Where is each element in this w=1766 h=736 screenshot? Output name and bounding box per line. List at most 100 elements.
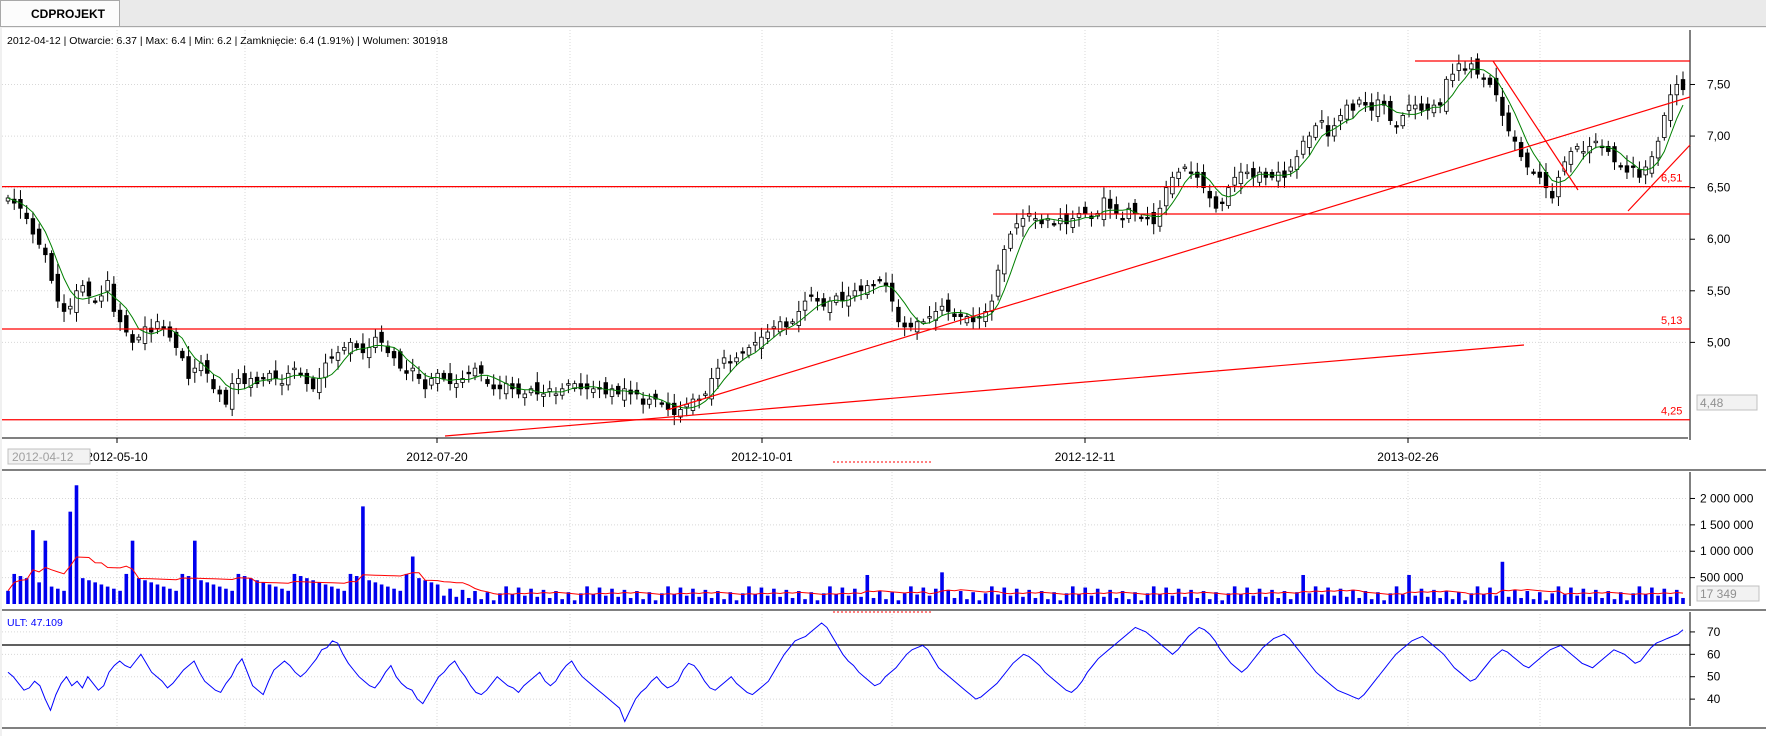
candle-body xyxy=(236,378,241,385)
volume-bar xyxy=(193,540,197,604)
candle-body xyxy=(846,295,851,307)
x-tick-label: 2012-12-11 xyxy=(1055,450,1116,464)
volume-bar xyxy=(716,591,720,604)
volume-bar xyxy=(1058,600,1063,604)
volume-bar xyxy=(174,590,178,604)
volume-bar xyxy=(790,597,795,604)
volume-bar xyxy=(286,590,291,604)
price-current-value: 4,48 xyxy=(1700,396,1724,410)
candle-body xyxy=(777,321,783,333)
volume-bar xyxy=(1388,593,1393,604)
candle-body xyxy=(703,393,708,396)
volume-bar xyxy=(535,596,540,604)
candle-body xyxy=(840,291,845,302)
candle-body xyxy=(784,321,789,328)
candle-body xyxy=(1624,165,1630,173)
volume-bar xyxy=(734,600,739,604)
horizontal-levels: 6,51 5,13 4,25 xyxy=(2,173,1690,421)
candle-body xyxy=(454,383,459,388)
volume-bar xyxy=(249,578,253,604)
volume-bar xyxy=(1662,588,1667,604)
candle-body xyxy=(1232,176,1237,186)
volume-bar xyxy=(479,599,484,604)
volume-bar xyxy=(404,573,409,604)
volume-bar xyxy=(990,586,994,604)
volume-bar xyxy=(1008,595,1013,604)
candle-body xyxy=(1014,223,1019,229)
x-tick-label: 2012-07-20 xyxy=(406,450,468,464)
volume-bar xyxy=(1469,593,1474,604)
volume-bar xyxy=(460,589,465,604)
volume-bar xyxy=(1257,588,1262,604)
candle-body xyxy=(1151,211,1156,225)
rebound-trendline[interactable] xyxy=(1627,144,1691,212)
candle-body xyxy=(721,357,727,364)
candle-body xyxy=(317,378,322,393)
candle-body xyxy=(1506,112,1511,132)
candle-body xyxy=(952,313,957,317)
volume-y-tick-label: 2 000 000 xyxy=(1700,491,1754,505)
candle-body xyxy=(1363,102,1368,106)
candle-body xyxy=(366,347,372,359)
volume-bar xyxy=(933,588,938,604)
candle-body xyxy=(472,367,478,377)
volume-bar xyxy=(1400,594,1405,604)
volume-bar xyxy=(1320,594,1324,604)
candle-body xyxy=(36,228,42,245)
candle-body xyxy=(1176,171,1181,179)
candle-body xyxy=(946,299,951,312)
volume-grid xyxy=(2,472,1688,606)
candle-body xyxy=(30,218,36,235)
support-trendline-mid[interactable] xyxy=(666,96,1691,411)
candle-body xyxy=(447,373,453,385)
tab-cdprojekt[interactable]: CDPROJEKT xyxy=(0,0,121,26)
candle-body xyxy=(61,303,67,312)
candle-body xyxy=(871,284,876,287)
volume-bar xyxy=(610,588,614,604)
volume-panel: 2 000 000 1 500 000 1 000 000 500 000 17 34… xyxy=(2,469,1766,613)
volume-bar xyxy=(398,590,403,604)
volume-bar xyxy=(367,580,371,604)
x-start-date-label: 2012-04-12 xyxy=(12,450,74,464)
candle-body xyxy=(578,383,584,390)
decline-trendline[interactable] xyxy=(1492,60,1579,191)
volume-bar xyxy=(1463,600,1467,604)
volume-bar xyxy=(1270,589,1274,604)
candle-body xyxy=(1662,115,1667,138)
candle-body xyxy=(1020,218,1026,227)
candle-body xyxy=(1008,233,1013,249)
chart-background xyxy=(2,28,1766,736)
volume-bar xyxy=(448,588,452,604)
candle-body xyxy=(1244,171,1250,175)
volume-bar xyxy=(1338,588,1343,604)
volume-bar xyxy=(1344,596,1349,604)
candle-body xyxy=(1568,151,1574,165)
volume-bar xyxy=(143,580,147,604)
candle-body xyxy=(74,290,79,313)
support-trendline-long[interactable] xyxy=(444,344,1525,437)
volume-bar xyxy=(1239,594,1243,604)
candle-body xyxy=(1419,103,1424,111)
volume-bar xyxy=(1220,600,1225,604)
volume-bar xyxy=(678,587,683,604)
candle-body xyxy=(254,376,260,385)
volume-bar xyxy=(342,590,347,604)
volume-bar xyxy=(6,590,10,604)
volume-bar xyxy=(747,586,751,604)
volume-bar xyxy=(1425,596,1430,604)
volume-bar xyxy=(485,592,490,604)
volume-y-tick-label: 1 500 000 xyxy=(1700,518,1754,532)
volume-bar xyxy=(547,597,552,604)
volume-bar xyxy=(1039,591,1044,604)
volume-bar xyxy=(1114,597,1119,604)
trend-lines xyxy=(444,60,1691,437)
candle-body xyxy=(242,373,247,385)
candle-body xyxy=(790,321,795,324)
volume-bar xyxy=(305,578,309,604)
volume-bar xyxy=(1376,592,1380,604)
price-moving-average-line xyxy=(7,68,1684,409)
volume-bar xyxy=(1046,599,1050,604)
candle-body xyxy=(958,313,963,317)
volume-bar xyxy=(1438,597,1442,604)
candle-body xyxy=(1083,206,1088,214)
